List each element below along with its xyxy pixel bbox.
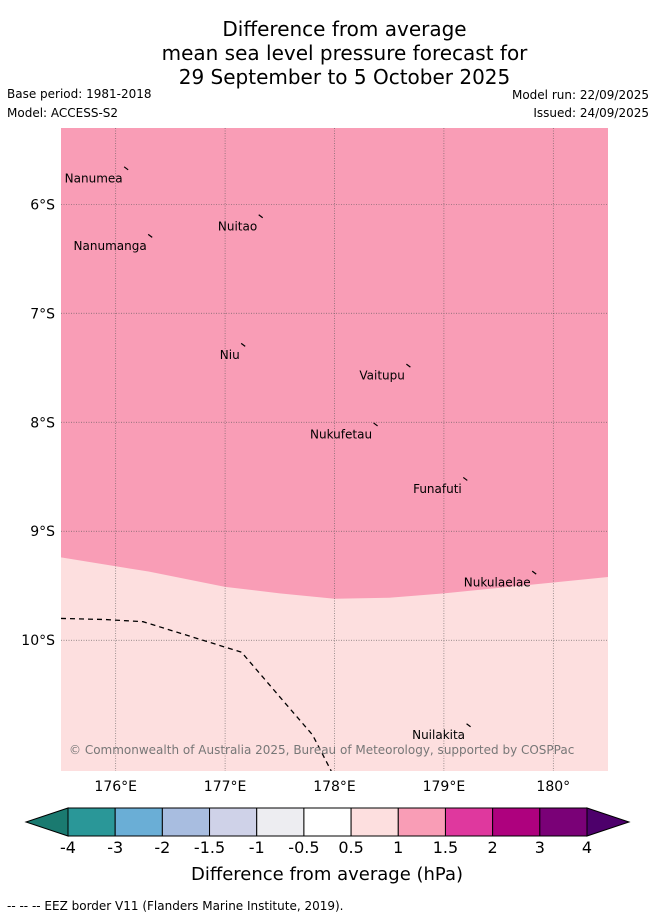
colorbar-tick-label: 2 (488, 838, 498, 857)
lat-tick-label: 6°S (30, 197, 55, 213)
map-title-line-1: Difference from average (222, 17, 467, 41)
colorbar-swatch (209, 807, 258, 837)
island-marker (406, 363, 411, 368)
colorbar-swatch (303, 807, 352, 837)
colorbar-swatch (67, 807, 116, 837)
lon-tick-label: 178°E (313, 779, 356, 795)
colorbar-tick-label: 4 (582, 838, 592, 857)
colorbar-tick-label: -4 (60, 838, 76, 857)
place-label: Funafuti (413, 482, 462, 496)
colorbar-tick-label: 3 (535, 838, 545, 857)
model-run: Model run: 22/09/2025 (511, 88, 649, 102)
colorbar-swatch (161, 807, 211, 837)
model-name: Model: ACCESS-S2 (7, 106, 119, 120)
island-marker (240, 342, 246, 347)
copyright-notice: © Commonwealth of Australia 2025, Bureau… (69, 743, 574, 757)
lat-tick-label: 9°S (30, 524, 55, 540)
place-label: Nanumea (65, 171, 123, 185)
island-marker (531, 570, 537, 575)
colorbar: -4 -3 -2 -1.5 -1 -0.5 0.5 1 1.5 2 3 4 Difference fro… (24, 807, 631, 885)
issued-date: Issued: 24/09/2025 (533, 106, 649, 120)
place-label: Vaitupu (359, 369, 405, 383)
colorbar-tick-label: 0.5 (338, 838, 363, 857)
lon-tick-label: 177°E (204, 779, 247, 795)
place-label: Nuitao (218, 219, 257, 233)
colorbar-tick-label: -0.5 (288, 838, 319, 857)
colorbar-swatch (539, 807, 588, 837)
lon-tick-label: 179°E (423, 779, 466, 795)
colorbar-tick-label: -3 (107, 838, 123, 857)
eez-legend: -- -- -- EEZ border V11 (Flanders Marine… (7, 899, 344, 913)
colorbar-swatch (256, 807, 305, 837)
island-marker (373, 422, 378, 427)
place-label: Nuilakita (412, 728, 465, 742)
colorbar-extend-high (586, 807, 631, 837)
colorbar-swatch (492, 807, 541, 837)
lon-tick-label: 176°E (94, 779, 137, 795)
island-marker (147, 233, 153, 238)
colorbar-tick-label: -1.5 (194, 838, 225, 857)
island-marker (123, 166, 129, 171)
colorbar-swatch (350, 807, 399, 837)
base-period: Base period: 1981-2018 (7, 87, 152, 101)
colorbar-tick-label: 1.5 (433, 838, 458, 857)
colorbar-swatch (444, 807, 494, 837)
place-label: Nukulaelae (464, 576, 531, 590)
island-marker (466, 723, 471, 728)
colorbar-extend-low (24, 807, 69, 837)
lat-tick-label: 8°S (30, 415, 55, 431)
colorbar-tick-label: -1 (249, 838, 265, 857)
lon-tick-label: 180° (536, 779, 570, 795)
place-label: Niu (220, 348, 240, 362)
colorbar-title: Difference from average (hPa) (191, 864, 463, 885)
place-label: Nanumanga (74, 239, 147, 253)
lat-tick-label: 10°S (21, 633, 55, 649)
place-label: Nukufetau (310, 427, 372, 441)
colorbar-tick-label: 1 (393, 838, 403, 857)
colorbar-swatch (114, 807, 163, 837)
colorbar-tick-label: -2 (154, 838, 170, 857)
map-layers: Nanumea Nuitao Nanumanga Niu Vaitupu Nukufeta… (21, 128, 608, 795)
map-title-line-2: mean sea level pressure forecast for (161, 41, 528, 65)
colorbar-swatch (397, 807, 446, 837)
map-title-line-3: 29 September to 5 October 2025 (178, 65, 511, 89)
island-marker (258, 214, 264, 219)
lat-tick-label: 7°S (30, 306, 55, 322)
island-marker (462, 476, 468, 481)
